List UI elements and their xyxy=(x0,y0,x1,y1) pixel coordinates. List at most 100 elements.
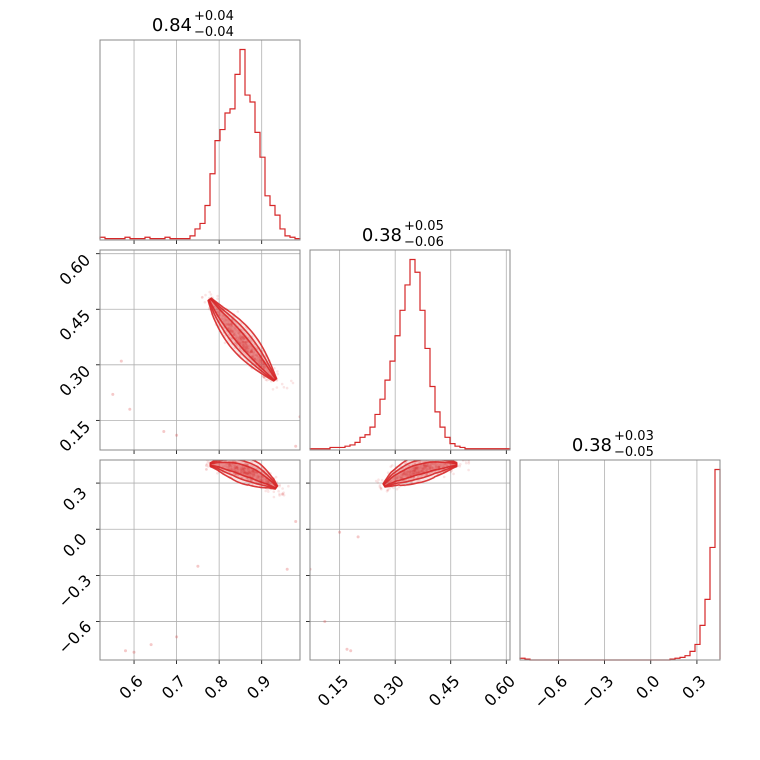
scatter-point xyxy=(413,466,417,469)
scatter-point xyxy=(416,465,420,469)
scatter-point xyxy=(417,470,421,474)
scatter-point xyxy=(392,477,395,480)
scatter-point xyxy=(242,337,246,341)
scatter-point xyxy=(242,469,245,472)
scatter-point xyxy=(250,473,254,476)
scatter-point xyxy=(238,466,242,470)
scatter-point xyxy=(242,340,245,344)
scatter-point xyxy=(235,466,239,469)
scatter-point xyxy=(249,350,253,353)
outlier-point xyxy=(111,392,115,396)
scatter-point xyxy=(418,461,422,464)
scatter-point xyxy=(404,470,408,474)
scatter-point xyxy=(416,467,419,470)
scatter-point xyxy=(243,345,247,348)
scatter-point xyxy=(464,461,468,465)
scatter-point xyxy=(247,469,250,472)
scatter-point xyxy=(413,468,416,472)
scatter-point xyxy=(275,379,279,382)
scatter-point xyxy=(418,469,421,473)
scatter-point xyxy=(405,472,409,475)
scatter-point xyxy=(236,466,239,470)
scatter-panel-3: 0.15 0.30 0.45 0.60 xyxy=(306,457,519,710)
scatter-point xyxy=(252,469,255,473)
outlier-point xyxy=(356,535,360,539)
scatter-point xyxy=(423,466,427,469)
scatter-point xyxy=(228,324,232,328)
scatter-point xyxy=(261,478,265,482)
scatter-point xyxy=(253,470,256,473)
scatter-point xyxy=(405,473,408,477)
scatter-point xyxy=(230,328,234,331)
scatter-point xyxy=(258,475,261,479)
scatter-point xyxy=(393,476,397,479)
scatter-point xyxy=(251,354,255,357)
scatter-point xyxy=(435,466,438,470)
scatter-point xyxy=(437,465,441,469)
scatter-point xyxy=(244,342,248,346)
scatter-point xyxy=(242,472,246,475)
scatter-point xyxy=(212,457,215,460)
scatter-point xyxy=(389,479,393,483)
scatter-point xyxy=(252,351,255,355)
scatter-point xyxy=(230,323,233,326)
scatter-point xyxy=(244,471,247,474)
scatter-point xyxy=(256,474,260,477)
scatter-point xyxy=(419,470,423,473)
scatter-point xyxy=(263,376,266,380)
scatter-point xyxy=(247,348,251,351)
scatter-point xyxy=(459,457,462,460)
scatter-point xyxy=(233,465,237,468)
scatter-point xyxy=(243,467,247,471)
scatter-point xyxy=(225,318,228,322)
scatter-point xyxy=(406,474,410,478)
scatter-point xyxy=(406,470,409,473)
scatter-point xyxy=(435,465,438,468)
scatter-point xyxy=(242,467,245,471)
scatter-point xyxy=(412,471,416,474)
histogram-steps xyxy=(99,48,301,240)
outlier-point xyxy=(294,444,298,448)
scatter-point xyxy=(225,465,229,469)
scatter-point xyxy=(234,466,238,469)
scatter-point xyxy=(235,465,239,469)
scatter-point xyxy=(411,470,415,473)
scatter-point xyxy=(224,464,227,468)
scatter-point xyxy=(235,465,239,468)
scatter-point xyxy=(251,355,254,358)
scatter-point xyxy=(258,359,261,363)
scatter-point xyxy=(255,475,259,478)
marginal-title-upper: +0.05 xyxy=(404,219,444,234)
scatter-point xyxy=(281,492,285,496)
scatter-point xyxy=(240,470,244,474)
scatter-point xyxy=(272,495,276,499)
scatter-point xyxy=(242,345,246,349)
scatter-point xyxy=(251,348,254,352)
scatter-point xyxy=(245,347,248,350)
scatter-point xyxy=(402,472,406,476)
scatter-point xyxy=(246,471,250,475)
outlier-point xyxy=(294,520,298,523)
scatter-point xyxy=(242,471,245,474)
scatter-point xyxy=(395,487,399,491)
scatter-point xyxy=(241,343,245,347)
marginal-title-value: 0.38 xyxy=(362,225,402,246)
density-contour xyxy=(209,461,278,489)
scatter-point xyxy=(246,472,250,476)
scatter-point xyxy=(243,471,247,475)
scatter-point xyxy=(209,293,213,296)
scatter-point xyxy=(242,337,245,341)
scatter-point xyxy=(254,357,257,361)
scatter-point xyxy=(241,336,244,339)
scatter-point xyxy=(243,467,246,471)
scatter-point xyxy=(274,475,278,479)
scatter-point xyxy=(376,481,380,484)
histogram-steps xyxy=(309,258,511,450)
scatter-point xyxy=(432,466,435,470)
scatter-point xyxy=(422,467,425,470)
scatter-point xyxy=(242,466,245,470)
scatter-point xyxy=(413,469,417,473)
scatter-point xyxy=(238,336,241,340)
scatter-point xyxy=(241,467,244,471)
scatter-point xyxy=(420,469,424,472)
